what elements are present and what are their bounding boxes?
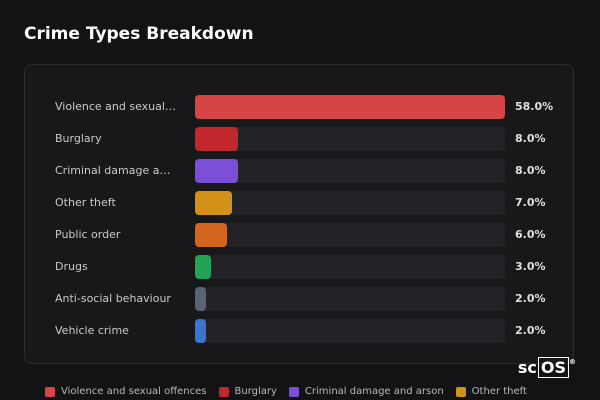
legend: Violence and sexual offences Burglary Crim… (45, 386, 565, 400)
bar-track (195, 287, 505, 311)
category-label: Other theft (55, 196, 116, 209)
watermark-text: sc (517, 358, 537, 377)
bar (195, 191, 233, 215)
bar (195, 159, 238, 183)
category-label: Anti-social behaviour (55, 292, 171, 305)
legend-label: Other theft (471, 386, 527, 397)
value-label: 8.0% (515, 132, 546, 145)
bar (195, 255, 212, 279)
value-label: 7.0% (515, 196, 546, 209)
legend-label: Criminal damage and arson (304, 386, 444, 397)
legend-item: Criminal damage and arson (288, 386, 444, 397)
bar (195, 287, 206, 311)
bar-track (195, 95, 505, 119)
legend-swatch (288, 386, 299, 397)
category-label: Violence and sexual offences (55, 100, 177, 113)
value-label: 8.0% (515, 164, 546, 177)
value-label: 6.0% (515, 228, 546, 241)
watermark-box: OS (537, 357, 569, 378)
bar (195, 95, 505, 119)
bar-track (195, 255, 505, 279)
bar-track (195, 223, 505, 247)
bar (195, 223, 228, 247)
bar-track (195, 319, 505, 343)
value-label: 2.0% (515, 292, 546, 305)
legend-swatch (45, 386, 55, 397)
category-label: Vehicle crime (55, 324, 129, 337)
bar (195, 319, 206, 343)
legend-label: Burglary (234, 386, 277, 397)
bar-track (195, 159, 505, 183)
watermark-mark: ® (569, 358, 576, 366)
watermark: sc OS ® (517, 357, 576, 378)
category-label: Public order (55, 228, 121, 241)
value-label: 3.0% (515, 260, 546, 273)
bar (195, 127, 238, 151)
legend-item: Violence and sexual offences (45, 386, 207, 397)
category-label: Burglary (55, 132, 102, 145)
legend-swatch (455, 386, 466, 397)
bar-track (195, 191, 505, 215)
legend-swatch (218, 386, 229, 397)
bar-track (195, 127, 505, 151)
value-label: 2.0% (515, 324, 546, 337)
chart-title: Crime Types Breakdown (24, 24, 254, 44)
category-label: Drugs (55, 260, 88, 273)
value-label: 58.0% (515, 100, 554, 113)
legend-label: Violence and sexual offences (61, 386, 207, 397)
legend-item: Burglary (218, 386, 277, 397)
legend-item: Other theft (455, 386, 527, 397)
category-label: Criminal damage and arson (55, 164, 177, 177)
